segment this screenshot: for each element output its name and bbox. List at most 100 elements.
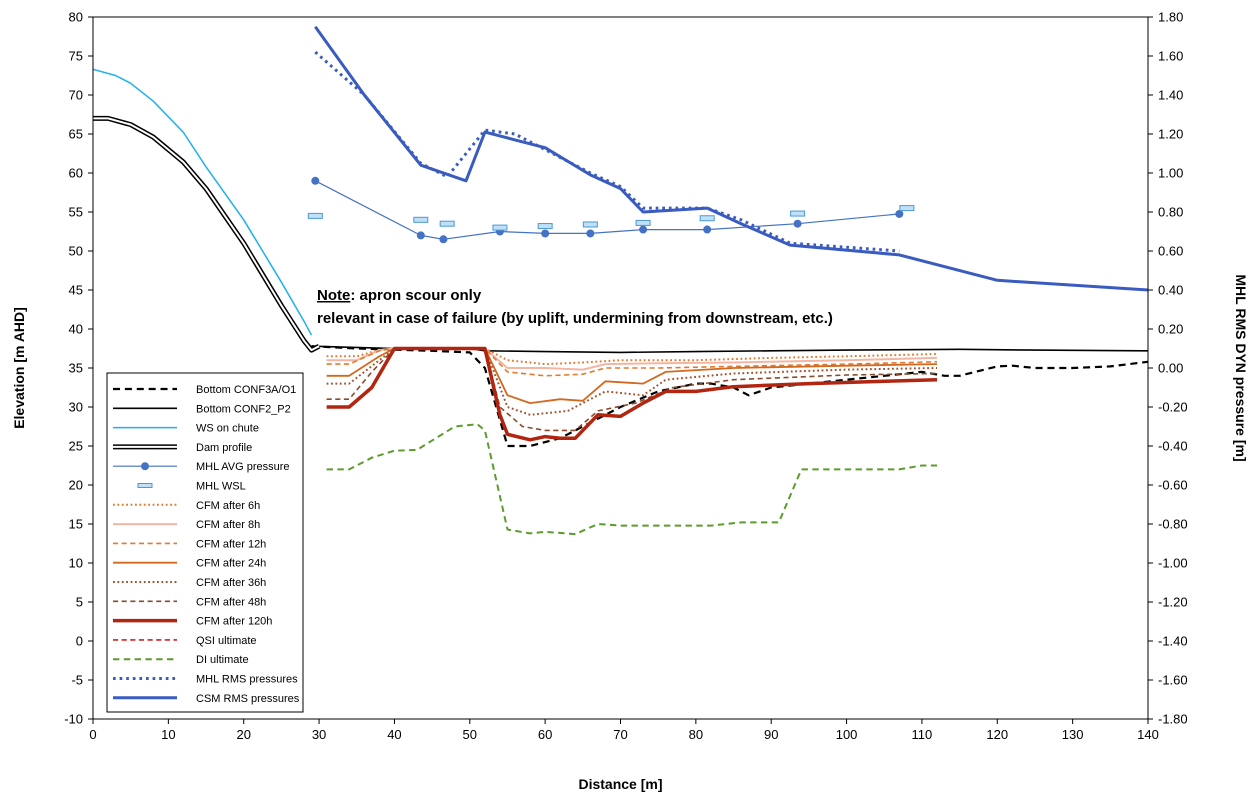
note-annotation: Note: apron scour only relevant in case … (317, 287, 833, 327)
series-mhl-rms-pressures (314, 50, 900, 253)
di-ultimate-line (326, 423, 937, 536)
legend-label: Dam profile (196, 442, 252, 454)
x-tick-label: 20 (236, 727, 250, 742)
bottom-conf3a-o1-line (311, 345, 1149, 448)
series-bottom-conf3a-o1 (311, 345, 1149, 448)
series-ws-on-chute (92, 68, 313, 336)
y2-tick-label: -1.20 (1158, 595, 1188, 610)
y2-tick-label: -0.80 (1158, 517, 1188, 532)
legend-marker (141, 462, 149, 471)
y-tick-label: 35 (69, 361, 83, 376)
dam-profile-inner (93, 117, 320, 352)
y-tick-label: 15 (69, 517, 83, 532)
y-tick-label: 50 (69, 244, 83, 259)
y2-tick-label: -1.80 (1158, 712, 1188, 727)
y-tick-label: 80 (69, 10, 83, 25)
note-rest: : apron scour only (350, 287, 482, 304)
plot-frame (92, 16, 1149, 720)
note-line-2: relevant in case of failure (by uplift, … (317, 310, 833, 327)
series-cfm-after-12h (326, 347, 938, 377)
x-tick-label: 130 (1062, 727, 1084, 742)
legend-swatch (137, 483, 153, 488)
y2-tick-label: 0.00 (1158, 361, 1183, 376)
y2-axis-title: MHL RMS DYN pressure [m] (1233, 274, 1249, 461)
y-tick-label: 65 (69, 127, 83, 142)
x-tick-label: 80 (689, 727, 703, 742)
y-tick-label: 75 (69, 49, 83, 64)
mhl-avg-pressure-marker (639, 225, 648, 234)
series-cfm-after-36h (326, 347, 938, 416)
legend-item-cfm-after-36h: CFM after 36h (113, 577, 266, 589)
legend-item-qsi-ultimate: QSI ultimate (113, 635, 257, 647)
legend-label: Bottom CONF2_P2 (196, 403, 291, 415)
legend-item-di-ultimate: DI ultimate (113, 654, 249, 666)
legend-item-csm-rms-pressures: CSM RMS pressures (113, 693, 300, 705)
mhl-wsl-marker (492, 224, 508, 231)
y-tick-label: 5 (76, 595, 83, 610)
y2-tick-label: -0.20 (1158, 400, 1188, 415)
series-cfm-after-120h (326, 346, 938, 442)
mhl-wsl-marker (537, 223, 553, 230)
y2-tick-label: 0.20 (1158, 322, 1183, 337)
mhl-avg-pressure-marker (586, 229, 595, 238)
tick-layer: 0 10 20 30 40 50 60 70 80 90 100 110 120 130 140-10-50… (64, 10, 1187, 743)
y2-tick-label: 1.00 (1158, 166, 1183, 181)
series-csm-rms-pressures (314, 25, 1149, 292)
x-tick-label: 0 (89, 727, 96, 742)
legend-item-cfm-after-8h: CFM after 8h (113, 519, 260, 531)
mhl-avg-pressure-marker (311, 176, 320, 185)
mhl-wsl-marker (899, 205, 915, 212)
x-tick-label: 30 (312, 727, 326, 742)
mhl-avg-pressure-marker (439, 235, 448, 244)
legend-label: CFM after 120h (196, 616, 272, 628)
y-tick-label: 20 (69, 478, 83, 493)
legend-label: DI ultimate (196, 654, 249, 666)
y-tick-label: 25 (69, 439, 83, 454)
y-tick-label: 0 (76, 634, 83, 649)
mhl-wsl-marker (582, 221, 598, 228)
y-tick-label: 45 (69, 283, 83, 298)
y-tick-label: -5 (71, 673, 83, 688)
mhl-wsl-marker (699, 215, 715, 222)
legend-item-cfm-after-120h: CFM after 120h (113, 616, 272, 628)
x-tick-label: 50 (463, 727, 477, 742)
y-tick-label: 55 (69, 205, 83, 220)
mhl-wsl-marker (790, 210, 806, 217)
legend-label: CFM after 24h (196, 558, 266, 570)
legend-label: Bottom CONF3A/O1 (196, 384, 296, 396)
legend-item-mhl-wsl: MHL WSL (137, 481, 246, 493)
y-tick-label: 30 (69, 400, 83, 415)
y2-tick-label: -0.40 (1158, 439, 1188, 454)
legend-item-cfm-after-6h: CFM after 6h (113, 500, 260, 512)
y-tick-label: 40 (69, 322, 83, 337)
x-tick-label: 40 (387, 727, 401, 742)
legend-label: CFM after 48h (196, 596, 266, 608)
series-cfm-after-48h (326, 347, 938, 432)
legend-item-mhl-avg-pressure: MHL AVG pressure (113, 461, 290, 473)
cfm-after-120h-line (326, 346, 938, 442)
dam-profile-outer (93, 115, 321, 353)
series-layer (92, 25, 1149, 536)
y-tick-label: 70 (69, 88, 83, 103)
x-tick-label: 60 (538, 727, 552, 742)
y2-tick-label: 1.40 (1158, 88, 1183, 103)
x-tick-label: 90 (764, 727, 778, 742)
legend-label: QSI ultimate (196, 635, 257, 647)
mhl-avg-pressure-marker (541, 229, 550, 238)
legend-label: CFM after 8h (196, 519, 260, 531)
legend-item-bottom-conf2-p2: Bottom CONF2_P2 (113, 403, 291, 415)
mhl-avg-pressure-line (315, 180, 900, 240)
legend-item-bottom-conf3a-o1: Bottom CONF3A/O1 (113, 384, 296, 396)
y2-tick-label: 0.60 (1158, 244, 1183, 259)
note-underlined: Note (317, 287, 350, 304)
legend-item-dam-profile: Dam profile (113, 442, 252, 454)
y2-tick-label: 1.60 (1158, 49, 1183, 64)
legend-label: CFM after 6h (196, 500, 260, 512)
cfm-after-24h-line (326, 347, 938, 404)
mhl-wsl-marker (635, 219, 651, 226)
y2-tick-label: -1.40 (1158, 634, 1188, 649)
legend-label: CSM RMS pressures (196, 693, 300, 705)
legend-label: CFM after 36h (196, 577, 266, 589)
cfm-after-36h-line (326, 347, 938, 416)
